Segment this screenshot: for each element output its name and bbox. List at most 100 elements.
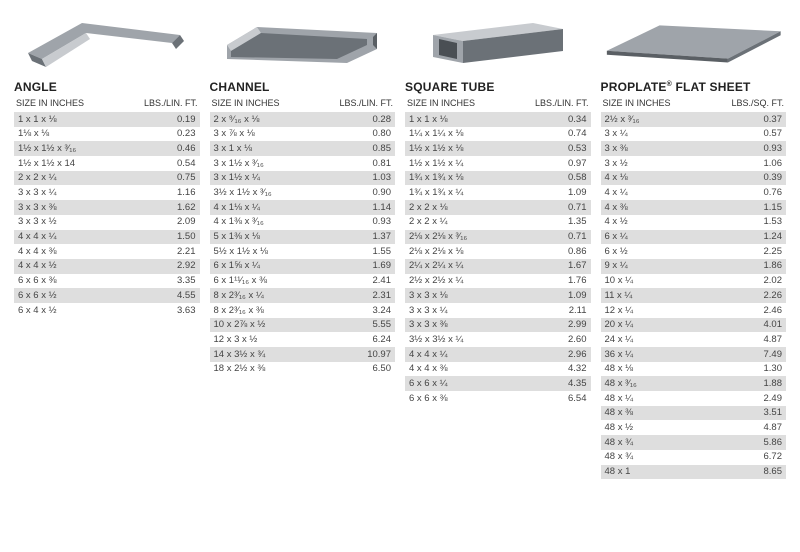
row-size: 1¼ x 1¼ x ⅛: [409, 129, 463, 139]
table-row: 6 x 6 x ⅜6.54: [405, 391, 591, 406]
row-size: 6 x 6 x ⅜: [18, 276, 57, 286]
table-row: 48 x ¾6.72: [601, 450, 787, 465]
row-size: 3 x 1½ x ¼: [214, 173, 260, 183]
table-row: 1¾ x 1¾ x ¼1.09: [405, 185, 591, 200]
row-size: 1½ x 1½ x 14: [18, 159, 75, 169]
row-weight: 1.03: [373, 173, 392, 183]
row-size: 3 x 1 x ⅛: [214, 144, 253, 154]
col-size-header: SIZE IN INCHES: [603, 98, 671, 108]
row-size: 3½ x 1½ x ³⁄₁₆: [214, 188, 272, 198]
row-size: 6 x 4 x ½: [18, 306, 57, 316]
row-weight: 2.25: [764, 247, 783, 257]
row-size: 4 x 4 x ½: [18, 261, 57, 271]
table-row: 11 x ¼ 2.26: [601, 288, 787, 303]
row-weight: 8.65: [764, 467, 783, 477]
table-row: 48 x ⅛1.30: [601, 362, 787, 377]
row-size: 48 x ³⁄₁₆: [605, 379, 637, 389]
row-size: 48 x ¾: [605, 452, 634, 462]
table-row: 3 x 1½ x ¼ 1.03: [210, 171, 396, 186]
row-size: 14 x 3½ x ¾: [214, 350, 266, 360]
table-row: 48 x ¾5.86: [601, 435, 787, 450]
channel-title: CHANNEL: [210, 80, 396, 94]
angle-title: ANGLE: [14, 80, 200, 94]
row-size: 48 x ½: [605, 423, 634, 433]
table-row: 18 x 2½ x ⅜6.50: [210, 362, 396, 377]
table-row: 20 x ¼4.01: [601, 318, 787, 333]
table-row: 4 x 4 x ¼1.50: [14, 230, 200, 245]
table-row: 3 x 3 x ¼2.11: [405, 303, 591, 318]
row-weight: 2.11: [569, 306, 587, 316]
row-size: 3 x 3 x ⅜: [409, 320, 448, 330]
row-weight: 1.50: [177, 232, 196, 242]
row-weight: 1.55: [373, 247, 392, 257]
row-weight: 2.09: [177, 217, 196, 227]
row-size: 1½ x 1½ x ⅛: [409, 144, 463, 154]
column-flatsheet: PROPLATE® FLAT SHEET SIZE IN INCHES LBS.…: [601, 12, 787, 479]
row-weight: 2.02: [764, 276, 783, 286]
table-row: 1½ x 1½ x 14 0.54: [14, 156, 200, 171]
row-weight: 1.06: [764, 159, 783, 169]
row-size: 10 x ¼: [605, 276, 634, 286]
row-weight: 1.67: [568, 261, 587, 271]
table-row: 1½ x 1½ x ¼0.97: [405, 156, 591, 171]
row-weight: 1.35: [568, 217, 587, 227]
row-size: 4 x ⅛: [605, 173, 628, 183]
table-row: 12 x ¼2.46: [601, 303, 787, 318]
table-row: 1¼ x 1¼ x ⅛0.74: [405, 127, 591, 142]
table-row: 4 x 4 x ⅜4.32: [405, 362, 591, 377]
row-size: 3 x 3 x ¼: [18, 188, 57, 198]
row-weight: 0.23: [177, 129, 196, 139]
table-row: 4 x 4 x ¼2.96: [405, 347, 591, 362]
table-row: 6 x 1⅝ x ¼1.69: [210, 259, 396, 274]
row-size: 3 x 3 x ⅛: [409, 291, 448, 301]
channel-icon: [217, 15, 387, 71]
table-row: 3½ x 3½ x ¼2.60: [405, 332, 591, 347]
row-size: 1 x 1 x ⅛: [18, 115, 57, 125]
row-weight: 2.49: [764, 394, 783, 404]
table-row: 4 x ⅜1.15: [601, 200, 787, 215]
table-row: 10 x ¼ 2.02: [601, 274, 787, 289]
table-row: 5 x 1⅜ x ⅛1.37: [210, 230, 396, 245]
row-weight: 2.96: [568, 350, 587, 360]
row-weight: 0.39: [764, 173, 783, 183]
row-size: 48 x ¾: [605, 438, 634, 448]
row-weight: 0.75: [177, 173, 196, 183]
row-weight: 1.24: [764, 232, 783, 242]
table-row: 2⅛ x 2⅛ x ³⁄₁₆0.71: [405, 230, 591, 245]
row-weight: 2.99: [568, 320, 587, 330]
squaretube-rows: 1 x 1 x ⅛0.341¼ x 1¼ x ⅛0.741½ x 1½ x ⅛0…: [405, 112, 591, 406]
table-row: 6 x 1¹¹⁄₁₆ x ⅜2.41: [210, 274, 396, 289]
row-size: 2 x 2 x ¼: [18, 173, 57, 183]
row-weight: 2.26: [764, 291, 783, 301]
table-row: 4 x 4 x ½2.92: [14, 259, 200, 274]
channel-rows: 2 x ⁹⁄₁₆ x ⅛0.283 x ⅞ x ⅛0.803 x 1 x ⅛0.…: [210, 112, 396, 376]
angle-header: SIZE IN INCHES LBS./LIN. FT.: [14, 98, 200, 110]
flatsheet-header: SIZE IN INCHES LBS./SQ. FT.: [601, 98, 787, 110]
table-row: 2 x ⁹⁄₁₆ x ⅛0.28: [210, 112, 396, 127]
row-size: 6 x ¼: [605, 232, 628, 242]
table-row: 3 x 3 x ⅜ 2.99: [405, 318, 591, 333]
table-row: 1½ x 1½ x ³⁄₁₆0.46: [14, 141, 200, 156]
row-weight: 0.54: [177, 159, 196, 169]
table-row: 3½ x 1½ x ³⁄₁₆0.90: [210, 185, 396, 200]
row-weight: 1.62: [177, 203, 196, 213]
table-row: 2 x 2 x ¼ 0.75: [14, 171, 200, 186]
row-weight: 3.35: [177, 276, 196, 286]
row-size: 3 x ½: [605, 159, 628, 169]
table-row: 6 x 4 x ½3.63: [14, 303, 200, 318]
table-row: 4 x ⅛ 0.39: [601, 171, 787, 186]
row-weight: 10.97: [367, 350, 391, 360]
row-weight: 1.16: [177, 188, 196, 198]
row-size: 3 x 1½ x ³⁄₁₆: [214, 159, 264, 169]
table-row: 8 x 2³⁄₁₆ x ⅜3.24: [210, 303, 396, 318]
row-size: 11 x ¼: [605, 291, 633, 301]
row-weight: 0.81: [373, 159, 392, 169]
row-weight: 7.49: [764, 350, 783, 360]
row-size: 5 x 1⅜ x ⅛: [214, 232, 260, 242]
row-weight: 0.37: [764, 115, 783, 125]
row-weight: 4.32: [568, 364, 587, 374]
row-size: 1¾ x 1¾ x ¼: [409, 188, 463, 198]
table-row: 9 x ¼1.86: [601, 259, 787, 274]
row-size: 4 x 4 x ⅜: [18, 247, 57, 257]
row-size: 6 x 1¹¹⁄₁₆ x ⅜: [214, 276, 268, 286]
